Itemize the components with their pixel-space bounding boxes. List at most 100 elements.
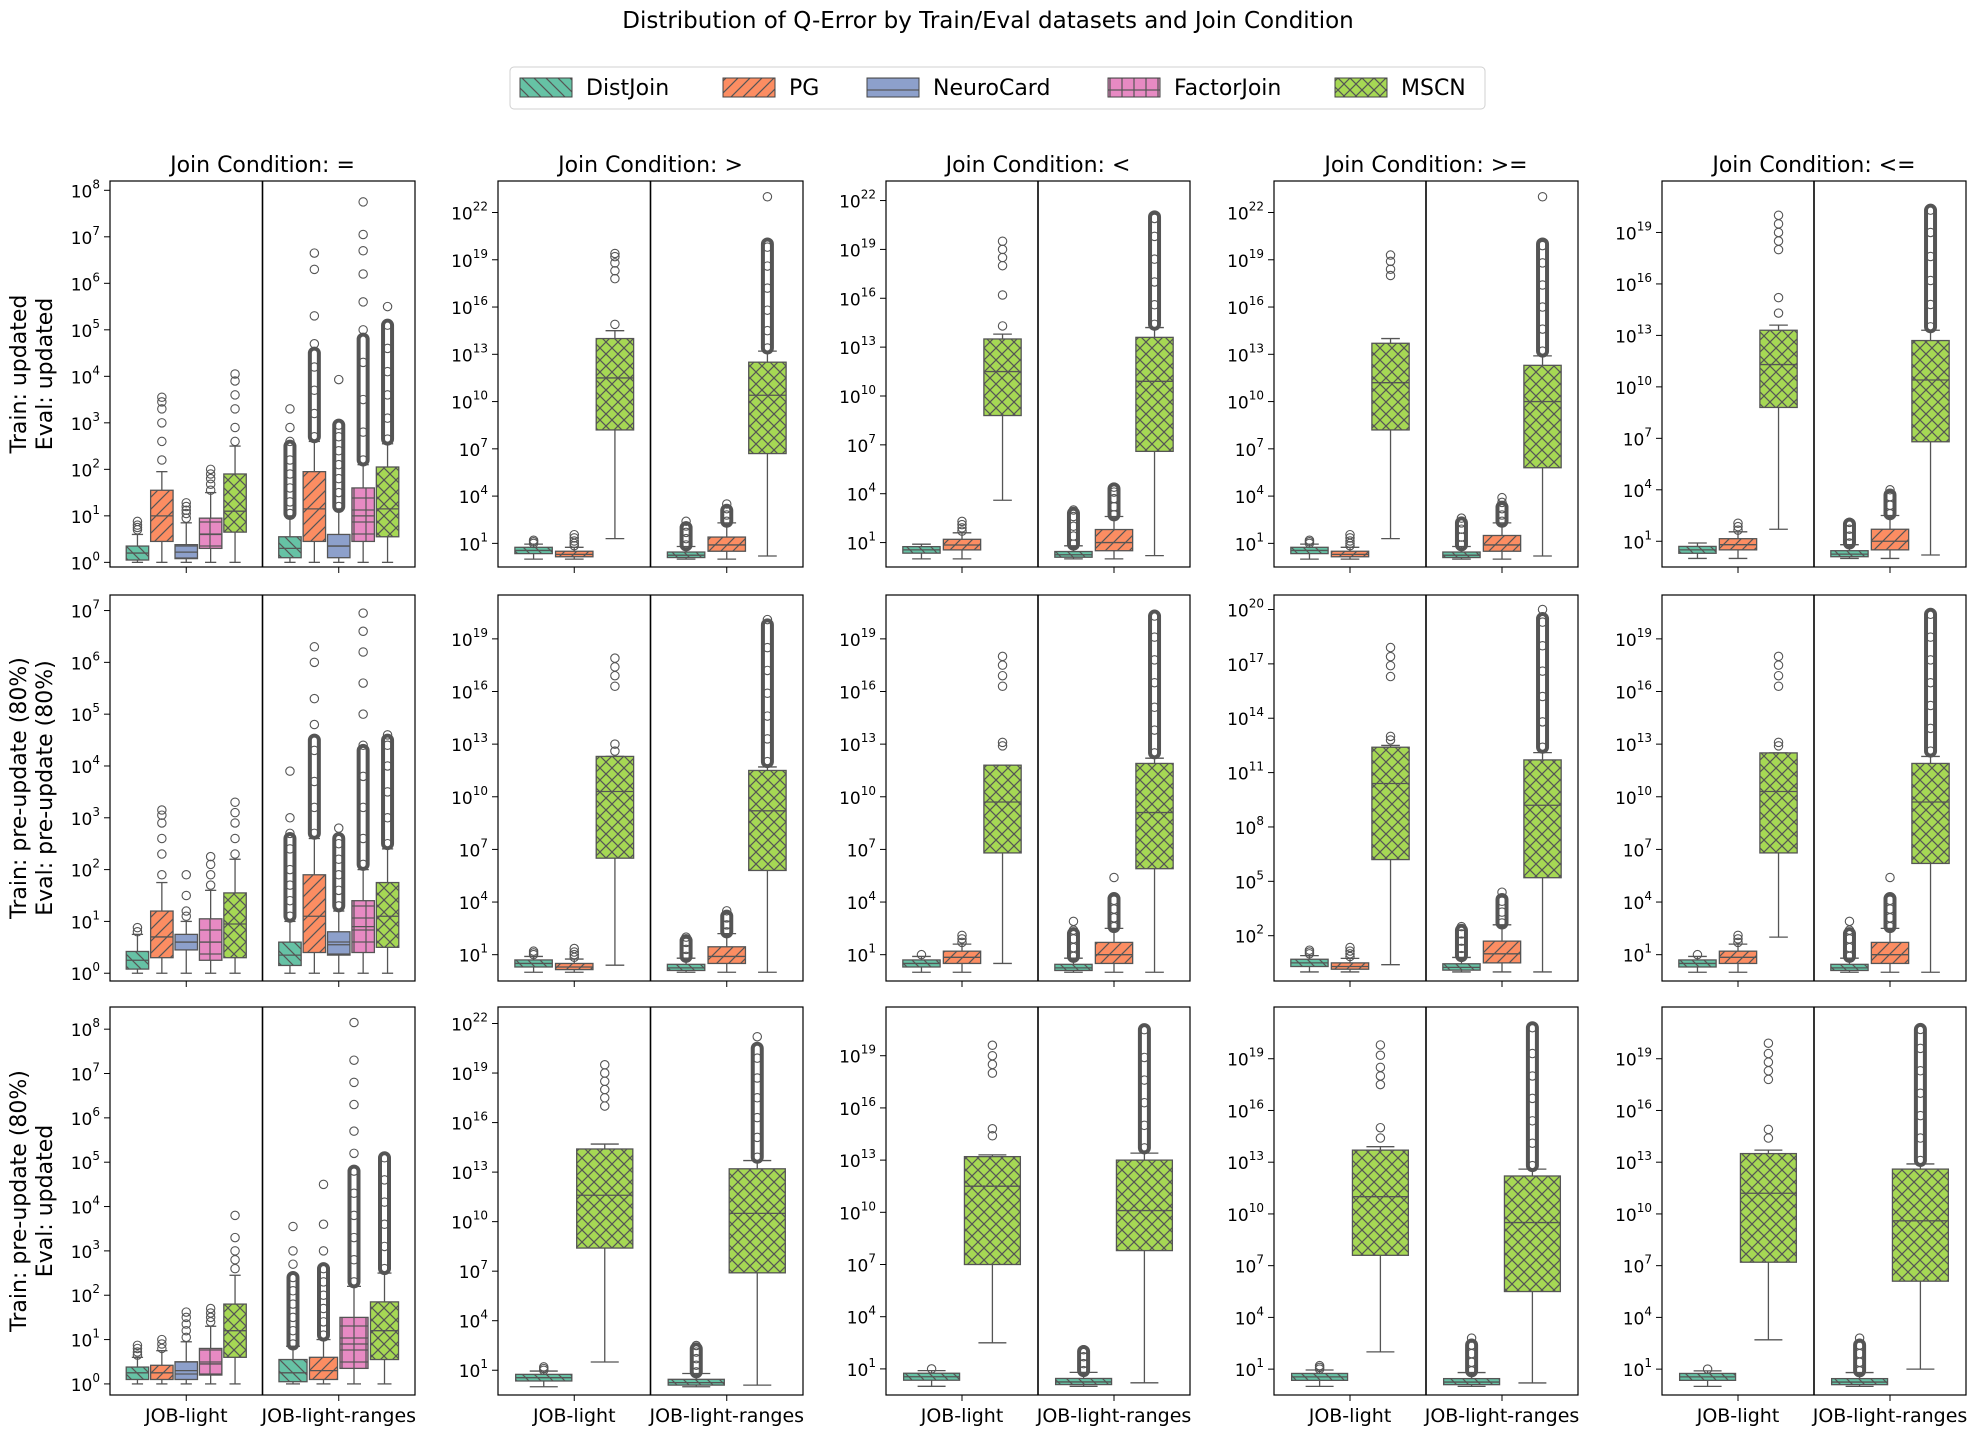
outlier — [569, 536, 579, 546]
outlier — [1773, 292, 1784, 303]
group-job-light-ranges — [1830, 203, 1950, 560]
outlier — [1537, 240, 1548, 251]
outlier — [681, 951, 691, 962]
y-tick-label: 1010 — [839, 1199, 876, 1224]
outlier — [1109, 872, 1119, 883]
box-iqr — [339, 1316, 369, 1370]
y-tick-label: 107 — [1235, 1253, 1264, 1278]
outlier — [382, 813, 393, 823]
panel-frame — [885, 180, 1191, 568]
y-tick-label: 101 — [1235, 1356, 1264, 1381]
panel-frame — [885, 1006, 1191, 1396]
outlier — [309, 248, 320, 258]
outlier — [1537, 346, 1548, 356]
outlier — [1537, 324, 1548, 334]
outlier — [997, 244, 1008, 255]
panels: Join Condition: = Join Condition: > Join C… — [7, 153, 1967, 1427]
y-tick-label: 100 — [71, 960, 100, 985]
outlier — [721, 920, 732, 930]
y-tick-label: 1016 — [839, 285, 876, 310]
outlier — [333, 501, 344, 512]
panel-frame — [109, 180, 416, 568]
column-title-2: Join Condition: > — [556, 153, 743, 178]
box-mscn — [576, 1060, 634, 1363]
x-tick-label: JOB-light — [532, 1405, 616, 1427]
outlier — [987, 1059, 998, 1070]
outlier — [1763, 1124, 1774, 1135]
y-tick-label: 105 — [71, 701, 100, 726]
outlier — [157, 455, 167, 465]
y-tick-label: 1017 — [1227, 651, 1264, 676]
outlier — [358, 246, 368, 256]
outlier — [1733, 521, 1743, 532]
outlier — [288, 1286, 298, 1296]
outlier — [318, 1246, 329, 1256]
outlier — [358, 771, 368, 782]
outlier — [681, 944, 691, 955]
outlier — [288, 1259, 298, 1269]
outlier — [610, 739, 620, 749]
outlier — [230, 369, 240, 379]
outlier — [181, 911, 192, 921]
outlier — [752, 1073, 762, 1083]
outliers-dense — [1536, 612, 1550, 754]
outlier — [1854, 1333, 1865, 1343]
y-tick-label: 1022 — [1227, 200, 1264, 225]
box-distjoin — [1830, 517, 1869, 560]
outlier — [1068, 521, 1079, 532]
outlier — [349, 1148, 359, 1159]
box-iqr — [1482, 940, 1522, 964]
outlier — [610, 273, 620, 284]
outlier — [721, 499, 732, 509]
outlier — [1773, 741, 1784, 751]
outlier — [1109, 482, 1119, 492]
outlier — [382, 301, 393, 312]
y-tick-label: 1016 — [451, 679, 488, 704]
box-iqr — [707, 536, 747, 552]
box-distjoin — [125, 516, 150, 563]
y-tick-label: 101 — [459, 942, 488, 967]
box-distjoin — [902, 949, 941, 973]
outlier — [1068, 531, 1079, 541]
y-tick-label: 107 — [847, 432, 876, 457]
outlier — [1844, 538, 1855, 548]
outlier — [285, 880, 295, 890]
panel-r3-c5: 101 104 107 1010 1013 1016 1019 JOB-light JOB-li… — [1615, 1006, 1967, 1427]
row-label-line: Train: updated — [7, 295, 32, 455]
outlier — [1925, 632, 1936, 642]
box-distjoin — [1678, 542, 1717, 560]
group-job-light — [1678, 1038, 1798, 1388]
outlier — [358, 608, 368, 618]
outliers-dense — [381, 318, 395, 446]
box-mscn — [1759, 651, 1798, 938]
y-tick-label: 100 — [71, 1371, 100, 1396]
outlier — [528, 946, 539, 956]
outlier — [382, 390, 393, 400]
legend-entry-neurocard: NeuroCard — [866, 76, 1050, 101]
outlier — [1375, 1062, 1386, 1073]
outlier — [762, 665, 773, 676]
outlier — [318, 1317, 329, 1327]
outlier — [230, 390, 240, 400]
outlier — [309, 693, 320, 704]
outlier — [681, 540, 691, 550]
box-iqr — [198, 918, 223, 961]
panel-r2-c2: 101 104 107 1010 1013 1016 1019 — [451, 594, 804, 987]
outlier — [1527, 1093, 1538, 1104]
outlier — [681, 527, 691, 538]
outlier — [205, 1308, 216, 1318]
outlier — [1149, 213, 1160, 224]
outlier — [957, 516, 967, 527]
y-tick-label: 108 — [1235, 814, 1264, 839]
box-distjoin — [278, 766, 302, 974]
outlier — [752, 1031, 762, 1042]
outlier — [358, 455, 368, 465]
box-iqr — [302, 874, 327, 954]
y-tick-label: 106 — [71, 270, 100, 295]
y-tick-label: 1019 — [1615, 219, 1652, 244]
y-tick-label: 1016 — [451, 1110, 488, 1135]
panel-frame — [497, 1006, 804, 1396]
outlier — [1078, 1365, 1089, 1376]
panel-frame — [109, 594, 416, 982]
box-mscn — [223, 797, 247, 974]
